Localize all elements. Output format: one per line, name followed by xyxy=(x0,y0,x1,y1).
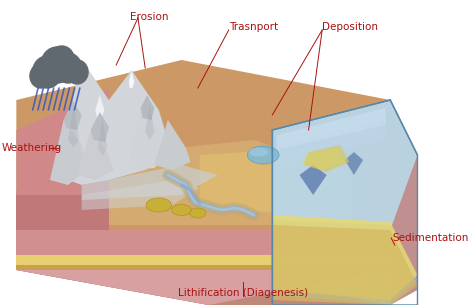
Text: Weathering: Weathering xyxy=(2,143,62,153)
Circle shape xyxy=(55,53,82,83)
Polygon shape xyxy=(95,95,104,118)
Circle shape xyxy=(33,56,62,88)
Polygon shape xyxy=(302,148,343,170)
Text: Lithification (Diagenesis): Lithification (Diagenesis) xyxy=(178,288,308,298)
Polygon shape xyxy=(91,112,109,142)
Polygon shape xyxy=(16,265,390,270)
Polygon shape xyxy=(82,165,218,200)
Text: Trasnport: Trasnport xyxy=(228,22,278,32)
Ellipse shape xyxy=(190,208,206,218)
Polygon shape xyxy=(79,60,84,82)
Polygon shape xyxy=(98,118,107,156)
Polygon shape xyxy=(277,108,386,150)
Text: Sedimentation: Sedimentation xyxy=(392,233,468,243)
Polygon shape xyxy=(16,195,390,305)
Polygon shape xyxy=(68,105,79,148)
Polygon shape xyxy=(50,120,86,185)
Ellipse shape xyxy=(247,146,279,164)
Polygon shape xyxy=(300,165,327,195)
Polygon shape xyxy=(200,148,345,215)
Polygon shape xyxy=(145,104,154,140)
Polygon shape xyxy=(55,60,173,185)
Text: Deposition: Deposition xyxy=(322,22,378,32)
Polygon shape xyxy=(16,190,209,305)
Polygon shape xyxy=(345,152,363,175)
Polygon shape xyxy=(16,60,418,230)
Ellipse shape xyxy=(172,204,191,216)
Circle shape xyxy=(41,47,73,83)
Polygon shape xyxy=(277,120,386,165)
Polygon shape xyxy=(272,215,418,300)
Polygon shape xyxy=(55,60,173,185)
Ellipse shape xyxy=(249,148,269,156)
Text: Erosion: Erosion xyxy=(130,12,169,22)
Polygon shape xyxy=(304,145,349,172)
Polygon shape xyxy=(82,180,200,210)
Polygon shape xyxy=(109,140,354,225)
Polygon shape xyxy=(154,120,191,170)
Polygon shape xyxy=(141,95,154,120)
Polygon shape xyxy=(390,155,418,305)
Polygon shape xyxy=(16,255,390,265)
Polygon shape xyxy=(127,105,168,170)
Polygon shape xyxy=(272,225,418,305)
Polygon shape xyxy=(272,220,418,305)
Polygon shape xyxy=(16,195,109,230)
Polygon shape xyxy=(16,230,390,255)
Polygon shape xyxy=(77,130,113,180)
Polygon shape xyxy=(129,70,134,88)
Polygon shape xyxy=(64,100,82,130)
Circle shape xyxy=(30,64,52,88)
Circle shape xyxy=(66,60,88,84)
Polygon shape xyxy=(272,100,418,230)
Polygon shape xyxy=(16,90,109,195)
Polygon shape xyxy=(16,270,390,305)
Ellipse shape xyxy=(146,198,172,212)
Circle shape xyxy=(49,46,74,74)
